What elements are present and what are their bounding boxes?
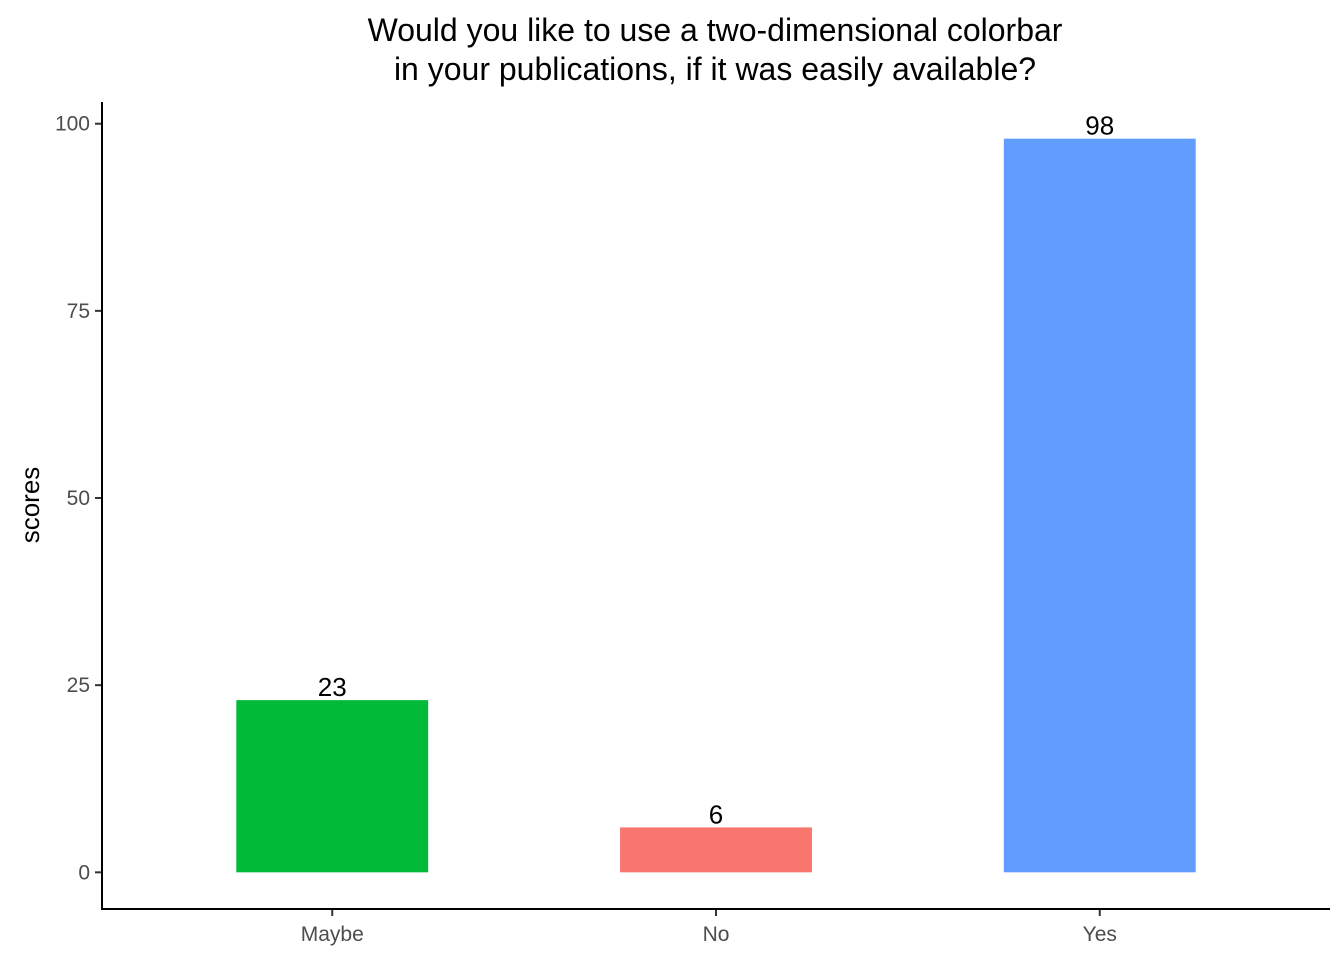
y-tick-label: 100: [55, 113, 90, 136]
data-label-yes: 98: [1085, 111, 1114, 141]
bar-maybe: [236, 700, 429, 873]
y-axis-title: scores: [15, 467, 45, 544]
y-tick-label: 50: [67, 487, 90, 510]
bars-group: [236, 138, 1196, 873]
data-label-no: 6: [709, 799, 723, 829]
x-tick-label-maybe: Maybe: [301, 923, 364, 946]
x-tick-label-no: No: [703, 923, 730, 946]
y-tick-label: 0: [78, 861, 90, 884]
chart-title-line-2: in your publications, if it was easily a…: [394, 51, 1036, 87]
y-tick-label: 25: [67, 674, 90, 697]
data-label-maybe: 23: [318, 672, 347, 702]
x-axis-ticks: Maybe No Yes: [301, 909, 1117, 946]
bar-yes: [1003, 138, 1196, 873]
bar-no: [620, 827, 812, 873]
y-tick-label: 75: [67, 300, 90, 323]
chart-title-line-1: Would you like to use a two-dimensional …: [368, 12, 1063, 48]
data-labels-group: 23 6 98: [318, 111, 1114, 830]
y-axis-ticks: 0 25 50 75 100: [55, 113, 102, 884]
x-tick-label-yes: Yes: [1083, 923, 1117, 946]
